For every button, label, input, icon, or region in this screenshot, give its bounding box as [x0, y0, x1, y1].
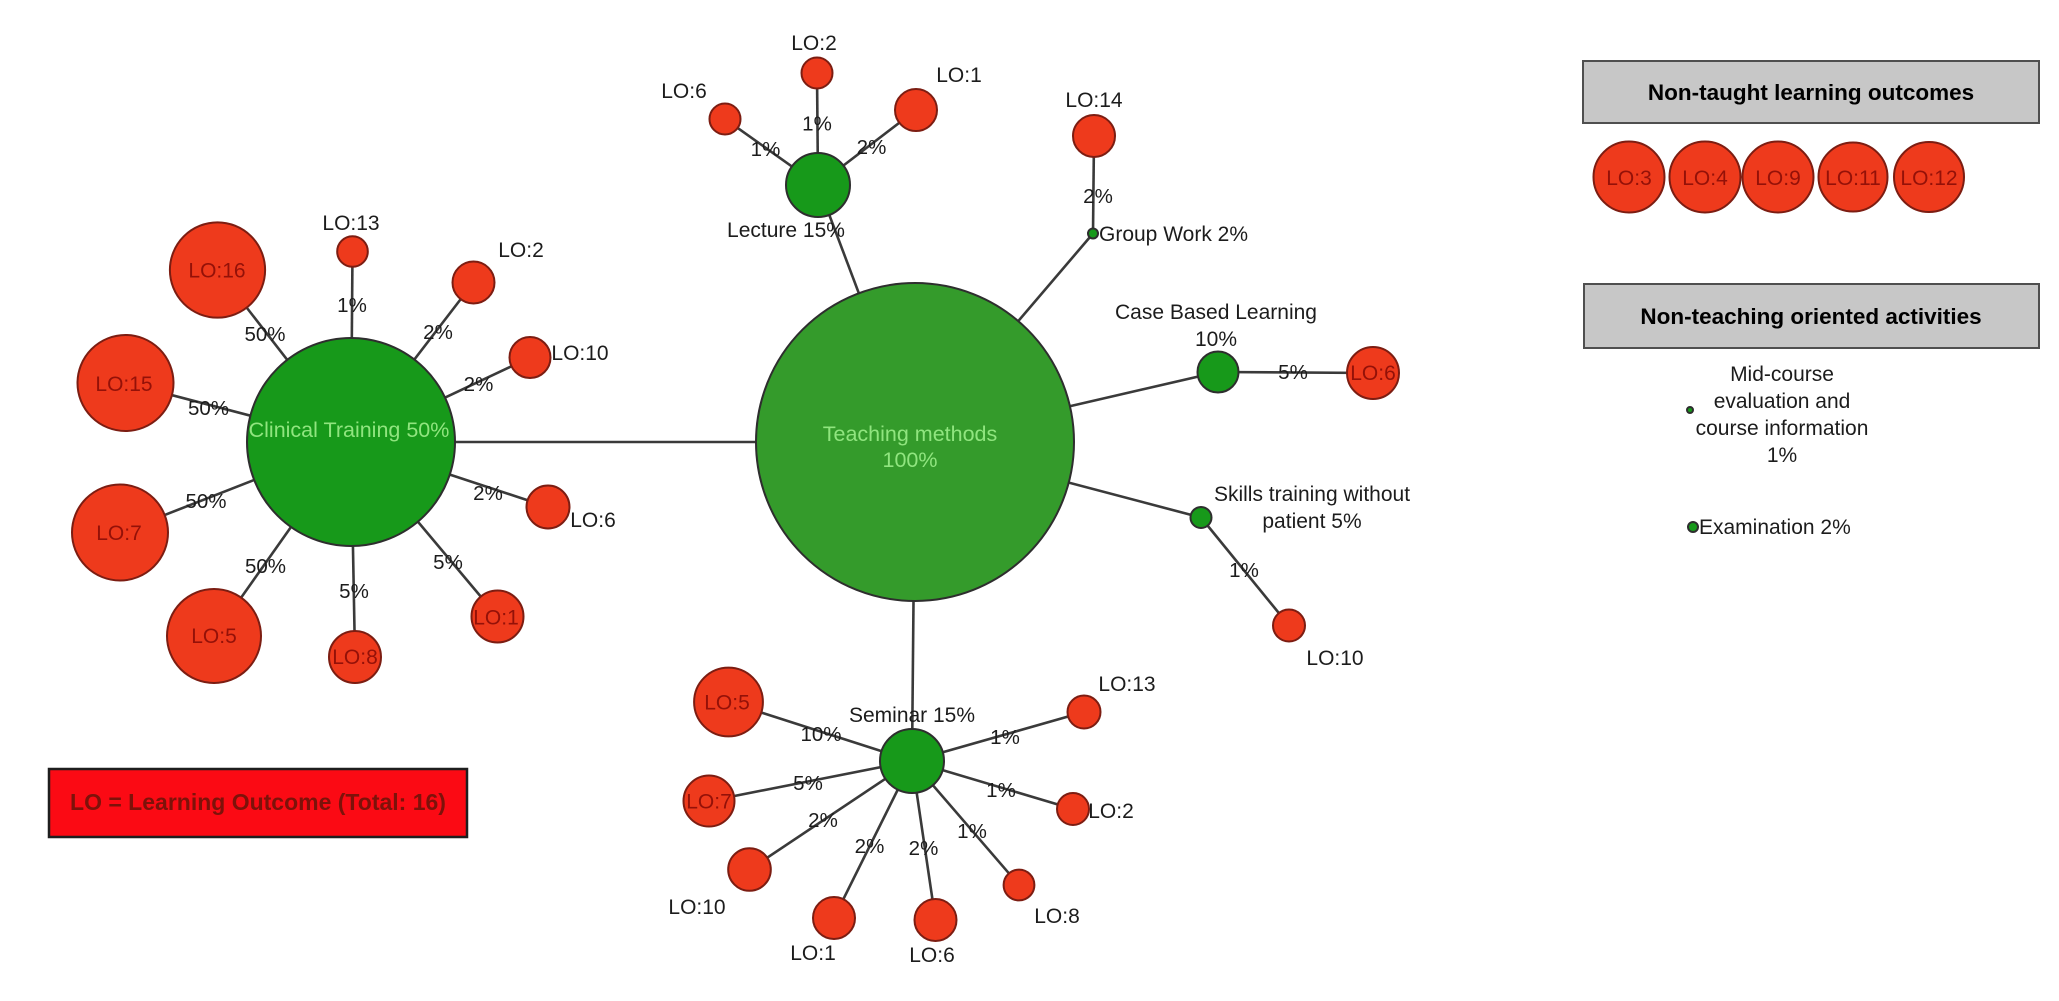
svg-text:patient 5%: patient 5%	[1262, 510, 1361, 533]
svg-text:LO:5: LO:5	[704, 692, 750, 715]
svg-text:1%: 1%	[986, 779, 1016, 802]
svg-text:Non-taught learning outcomes: Non-taught learning outcomes	[1648, 80, 1974, 105]
svg-text:Seminar 15%: Seminar 15%	[849, 704, 975, 727]
svg-text:LO:13: LO:13	[322, 212, 379, 235]
svg-text:LO:6: LO:6	[570, 509, 616, 532]
svg-text:2%: 2%	[909, 837, 939, 860]
svg-text:2%: 2%	[857, 136, 887, 159]
svg-text:LO = Learning Outcome (Total:: LO = Learning Outcome (Total: 16)	[70, 789, 446, 815]
svg-text:2%: 2%	[464, 373, 494, 396]
svg-text:LO:1: LO:1	[936, 64, 982, 87]
svg-text:50%: 50%	[245, 555, 286, 578]
svg-text:1%: 1%	[751, 138, 781, 161]
svg-text:LO:11: LO:11	[1825, 167, 1881, 190]
svg-text:LO:10: LO:10	[551, 342, 608, 365]
svg-text:5%: 5%	[793, 772, 823, 795]
svg-text:LO:2: LO:2	[791, 32, 837, 55]
svg-text:LO:7: LO:7	[96, 522, 142, 545]
svg-text:1%: 1%	[957, 820, 987, 843]
svg-text:1%: 1%	[1229, 559, 1259, 582]
svg-text:50%: 50%	[185, 490, 226, 513]
svg-text:LO:7: LO:7	[686, 791, 732, 814]
svg-text:LO:6: LO:6	[909, 944, 955, 967]
svg-text:Lecture 15%: Lecture 15%	[727, 219, 845, 242]
svg-text:2%: 2%	[1083, 185, 1113, 208]
svg-text:10%: 10%	[1195, 328, 1237, 351]
svg-text:LO:9: LO:9	[1755, 167, 1801, 190]
svg-text:2%: 2%	[808, 809, 838, 832]
svg-text:LO:8: LO:8	[332, 646, 378, 669]
svg-text:LO:12: LO:12	[1900, 167, 1957, 190]
svg-text:1%: 1%	[1767, 444, 1797, 467]
svg-text:LO:4: LO:4	[1682, 167, 1728, 190]
svg-text:2%: 2%	[473, 482, 503, 505]
svg-text:Examination 2%: Examination 2%	[1699, 516, 1851, 539]
svg-text:LO:13: LO:13	[1098, 673, 1155, 696]
svg-text:100%: 100%	[883, 448, 938, 472]
svg-text:LO:1: LO:1	[790, 942, 836, 965]
svg-text:LO:15: LO:15	[95, 373, 152, 396]
svg-text:50%: 50%	[244, 323, 285, 346]
svg-text:LO:1: LO:1	[473, 607, 519, 630]
svg-text:Group Work 2%: Group Work 2%	[1099, 223, 1248, 246]
svg-text:course information: course information	[1696, 417, 1869, 440]
svg-text:LO:16: LO:16	[188, 260, 245, 283]
svg-text:LO:14: LO:14	[1065, 89, 1123, 112]
svg-text:2%: 2%	[423, 321, 453, 344]
svg-text:1%: 1%	[990, 726, 1020, 749]
svg-text:10%: 10%	[800, 723, 841, 746]
svg-text:Skills training without: Skills training without	[1214, 483, 1410, 506]
svg-text:Mid-course: Mid-course	[1730, 363, 1834, 386]
svg-text:evaluation and: evaluation and	[1714, 390, 1851, 413]
svg-text:LO:2: LO:2	[1088, 800, 1134, 823]
svg-text:5%: 5%	[339, 580, 369, 603]
svg-text:50%: 50%	[188, 397, 229, 420]
svg-text:LO:6: LO:6	[661, 80, 707, 103]
svg-text:LO:5: LO:5	[191, 625, 237, 648]
svg-text:LO:2: LO:2	[498, 239, 544, 262]
svg-text:5%: 5%	[1278, 361, 1308, 384]
svg-text:5%: 5%	[433, 551, 463, 574]
svg-text:Case Based Learning: Case Based Learning	[1115, 301, 1317, 324]
svg-text:Clinical Training 50%: Clinical Training 50%	[249, 418, 450, 442]
svg-text:1%: 1%	[802, 113, 832, 136]
svg-text:Teaching methods: Teaching methods	[823, 422, 998, 446]
svg-text:1%: 1%	[337, 294, 367, 317]
svg-text:LO:8: LO:8	[1034, 905, 1080, 928]
svg-text:2%: 2%	[855, 835, 885, 858]
svg-text:LO:3: LO:3	[1606, 167, 1652, 190]
svg-text:LO:10: LO:10	[1306, 647, 1363, 670]
svg-text:LO:6: LO:6	[1350, 362, 1396, 385]
svg-text:Non-teaching oriented activiti: Non-teaching oriented activities	[1640, 304, 1981, 329]
svg-text:LO:10: LO:10	[668, 896, 725, 919]
